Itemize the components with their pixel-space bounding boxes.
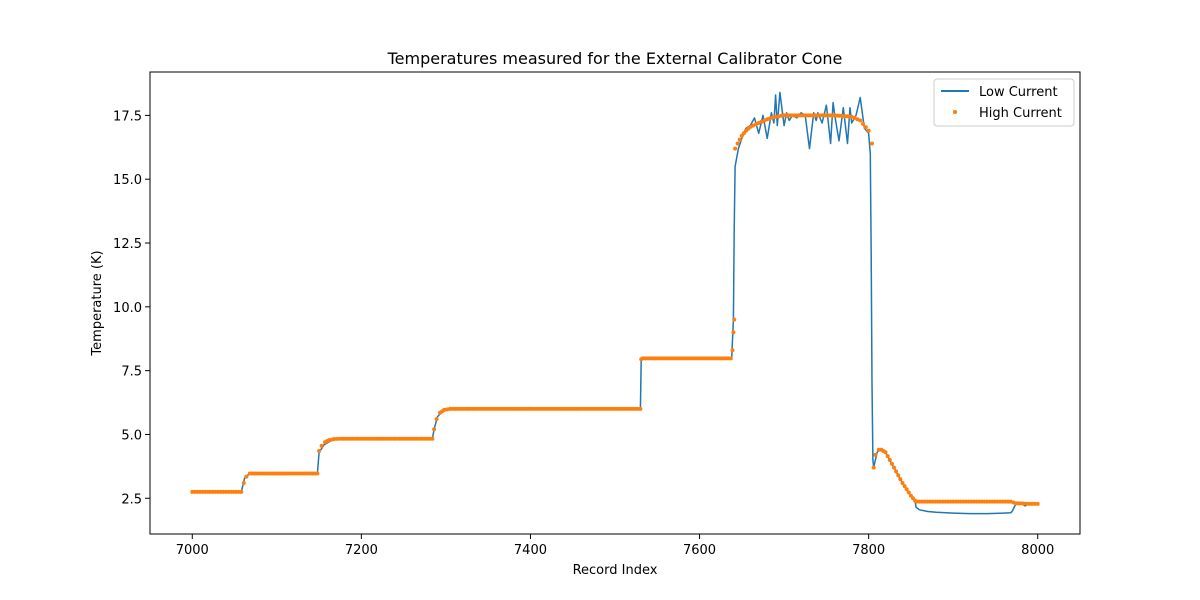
series-point-high-current — [430, 436, 435, 441]
legend: Low Current High Current — [933, 78, 1075, 127]
series-point-high-current — [1032, 501, 1037, 506]
series-point-high-current — [1021, 501, 1026, 506]
series-point-high-current — [858, 118, 863, 123]
series-point-high-current — [894, 469, 899, 474]
series-point-high-current — [873, 452, 878, 457]
series-point-high-current — [904, 487, 909, 492]
y-tick-label: 12.5 — [113, 237, 142, 252]
series-point-high-current — [737, 137, 742, 142]
series-point-high-current — [900, 481, 905, 485]
series-point-high-current — [728, 356, 733, 361]
series-point-high-current — [896, 473, 901, 478]
series-point-high-current — [442, 407, 447, 412]
series-point-high-current — [332, 437, 337, 441]
series-point-high-current — [1011, 500, 1016, 505]
series-point-high-current — [432, 427, 437, 432]
x-tick-label: 7400 — [514, 543, 547, 558]
legend-label-low-current: Low Current — [979, 85, 1058, 100]
series-point-high-current — [1018, 501, 1023, 506]
series-point-high-current — [335, 436, 340, 441]
y-tick-label: 17.5 — [113, 109, 142, 124]
series-point-high-current — [1035, 501, 1040, 506]
series-point-high-current — [889, 461, 894, 466]
series-point-high-current — [866, 128, 871, 133]
x-tick-label: 7600 — [683, 543, 716, 558]
plot-frame — [149, 71, 1081, 535]
series-point-high-current — [239, 489, 244, 494]
series-point-high-current — [244, 474, 249, 479]
series-point-high-current — [638, 406, 643, 411]
series-point-high-current — [730, 348, 735, 353]
series-point-high-current — [906, 490, 911, 495]
series-point-high-current — [887, 458, 892, 462]
series-point-high-current — [434, 417, 439, 422]
x-axis-label: Record Index — [573, 563, 658, 578]
series-point-high-current — [902, 484, 907, 489]
series-point-high-current — [735, 141, 740, 146]
legend-label-high-current: High Current — [979, 106, 1062, 121]
x-tick-label: 7000 — [176, 543, 209, 558]
y-tick-label: 5.0 — [121, 428, 142, 443]
series-point-high-current — [885, 454, 890, 459]
series-point-high-current — [1027, 501, 1032, 506]
series-layer — [190, 91, 1040, 515]
series-point-high-current — [731, 330, 736, 335]
series-point-high-current — [241, 481, 246, 485]
y-axis: 2.5 5.0 7.5 10.0 12.5 15.0 17.5 — [113, 109, 150, 507]
series-point-high-current — [863, 125, 868, 130]
y-axis-label: Temperature (K) — [90, 250, 105, 356]
series-point-high-current — [1030, 501, 1035, 506]
y-tick-label: 7.5 — [121, 365, 142, 380]
series-point-high-current — [317, 449, 322, 453]
series-point-high-current — [732, 317, 737, 322]
series-point-high-current — [319, 443, 324, 448]
series-point-high-current — [861, 121, 865, 126]
series-point-high-current — [883, 450, 888, 455]
series-point-high-current — [898, 477, 903, 482]
chart-title: Temperatures measured for the External C… — [387, 49, 843, 68]
series-point-high-current — [870, 141, 874, 146]
series-point-high-current — [733, 146, 738, 151]
series-point-high-current — [315, 471, 320, 476]
x-axis: 7000 7200 7400 7600 7800 8000 — [176, 534, 1054, 558]
x-tick-label: 8000 — [1021, 543, 1054, 558]
legend-swatch-high-current — [953, 110, 957, 114]
x-tick-label: 7200 — [345, 543, 378, 558]
series-point-high-current — [871, 465, 876, 470]
y-tick-label: 15.0 — [113, 173, 142, 188]
y-tick-label: 2.5 — [121, 492, 142, 507]
y-tick-label: 10.0 — [113, 301, 142, 316]
series-point-high-current — [892, 465, 896, 470]
x-tick-label: 7800 — [852, 543, 885, 558]
